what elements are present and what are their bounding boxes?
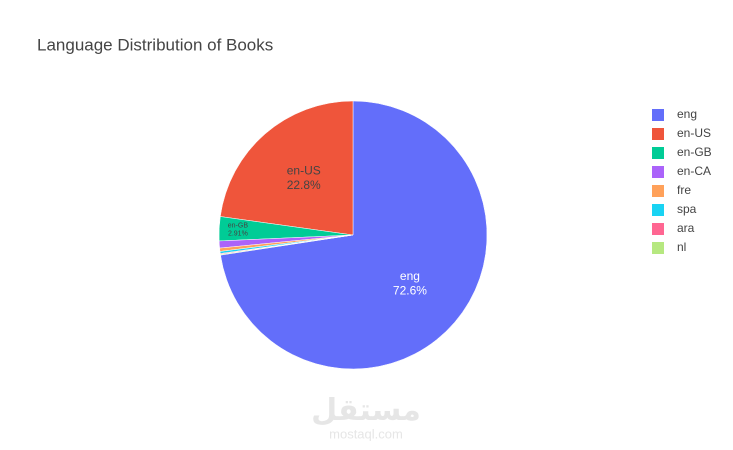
legend-swatch xyxy=(652,109,664,121)
legend-label: spa xyxy=(677,202,697,216)
pie-slice xyxy=(220,234,354,256)
legend-label: ara xyxy=(677,221,695,235)
slice-label: eng xyxy=(400,269,420,283)
legend-swatch xyxy=(652,166,664,178)
legend-swatch xyxy=(652,185,664,197)
legend-swatch xyxy=(652,128,664,140)
legend-swatch xyxy=(652,204,664,216)
legend-label: en-CA xyxy=(677,164,711,178)
chart-title: Language Distribution of Books xyxy=(37,35,273,54)
pie-slice xyxy=(220,100,488,370)
watermark: مستقل xyxy=(311,394,421,427)
slice-value-label: 2.91% xyxy=(228,231,248,238)
legend-label: eng xyxy=(677,107,697,121)
legend-swatch xyxy=(652,223,664,235)
legend-swatch xyxy=(652,147,664,159)
legend-swatch xyxy=(652,242,664,254)
legend-label: fre xyxy=(677,183,691,197)
slice-value-label: 22.8% xyxy=(287,178,321,192)
legend-label: en-US xyxy=(677,126,711,140)
slice-label: en-GB xyxy=(228,222,249,229)
pie-slice xyxy=(219,100,354,236)
legend-label: nl xyxy=(677,240,686,254)
slice-label: en-US xyxy=(287,163,321,177)
watermark-url: mostaql.com xyxy=(329,426,403,441)
legend-label: en-GB xyxy=(677,145,712,159)
slice-value-label: 72.6% xyxy=(393,283,427,297)
